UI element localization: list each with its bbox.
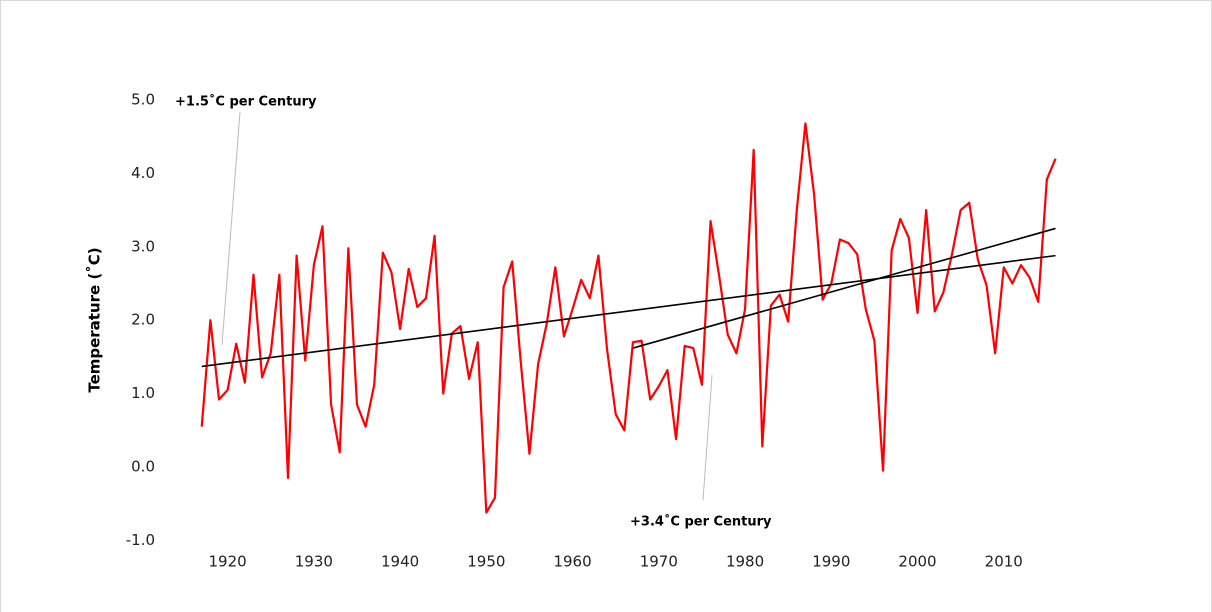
y-tick-label: 3.0: [131, 237, 155, 255]
y-axis-label: Temperature (˚C): [86, 247, 104, 392]
y-tick-label: 5.0: [131, 91, 155, 109]
x-tick-label: 2010: [985, 553, 1023, 571]
trend-line: [632, 227, 1056, 349]
x-tick-label: 1950: [467, 553, 505, 571]
x-tick-label: 1920: [209, 553, 247, 571]
temperature-line: [200, 122, 1057, 514]
y-tick-label: 0.0: [131, 458, 155, 476]
x-tick-label: 2000: [898, 553, 936, 571]
y-tick-label: 4.0: [131, 164, 155, 182]
annotation: +3.4˚C per Century: [630, 514, 772, 530]
annotation-leader: [702, 374, 713, 501]
x-tick-label: 1940: [381, 553, 419, 571]
annotation: +1.5˚C per Century: [175, 94, 317, 110]
trend-line: [201, 254, 1056, 368]
x-tick-label: 1960: [553, 553, 591, 571]
x-tick-label: 1980: [726, 553, 764, 571]
y-tick-label: -1.0: [126, 531, 155, 549]
annotation-leader: [221, 111, 241, 346]
x-tick-label: 1970: [640, 553, 678, 571]
x-tick-label: 1990: [812, 553, 850, 571]
y-tick-label: 2.0: [131, 311, 155, 329]
x-tick-label: 1930: [295, 553, 333, 571]
y-tick-label: 1.0: [131, 384, 155, 402]
